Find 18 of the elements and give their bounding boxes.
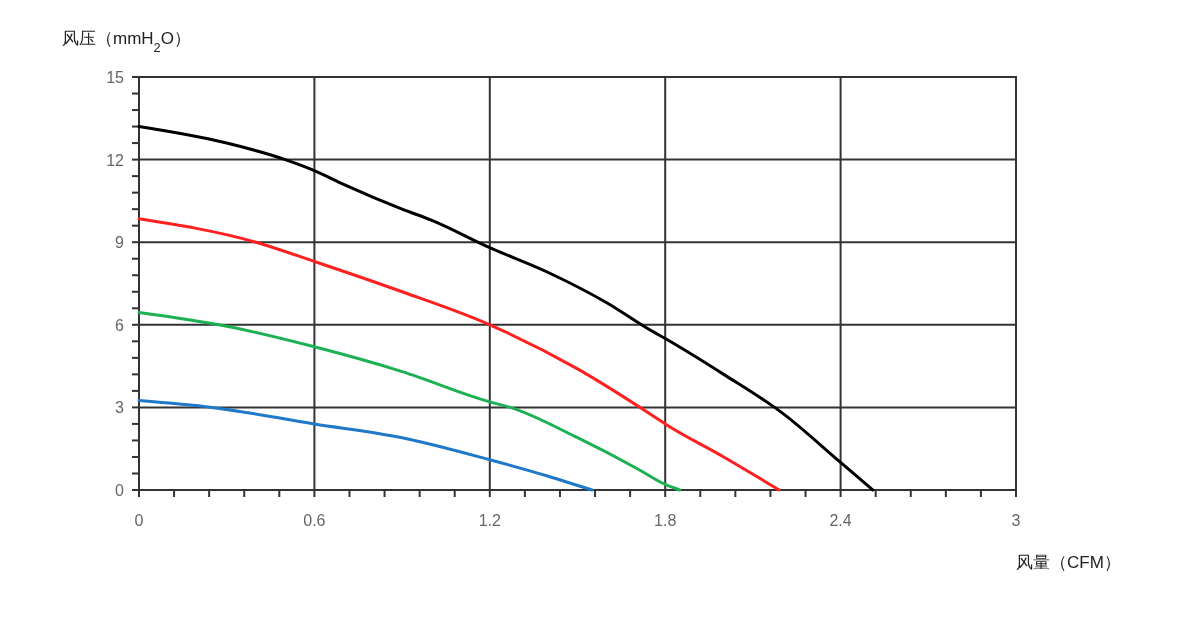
y-tick-label: 0 [115, 482, 125, 499]
x-tick-label: 2.4 [829, 512, 852, 529]
x-tick-label: 0 [134, 512, 144, 529]
line-series [137, 217, 781, 492]
x-tick-label: 0.6 [303, 512, 326, 529]
x-tick-label: 3 [1011, 512, 1021, 529]
x-tick-label: 1.2 [478, 512, 502, 529]
y-tick-label: 9 [115, 234, 125, 252]
line-series [137, 310, 682, 492]
line-series [137, 399, 594, 492]
y-axis-title: 风压（mmH$_{2}$O） [62, 29, 191, 55]
y-tick-label: 3 [115, 399, 125, 417]
y-tick-label: 6 [115, 316, 125, 334]
y-tick-label: 12 [106, 151, 125, 169]
x-axis-title: 风量（CFM） [1016, 553, 1121, 572]
line-series [137, 125, 875, 492]
y-tick-label: 15 [106, 69, 125, 86]
x-tick-label: 1.8 [654, 512, 677, 529]
